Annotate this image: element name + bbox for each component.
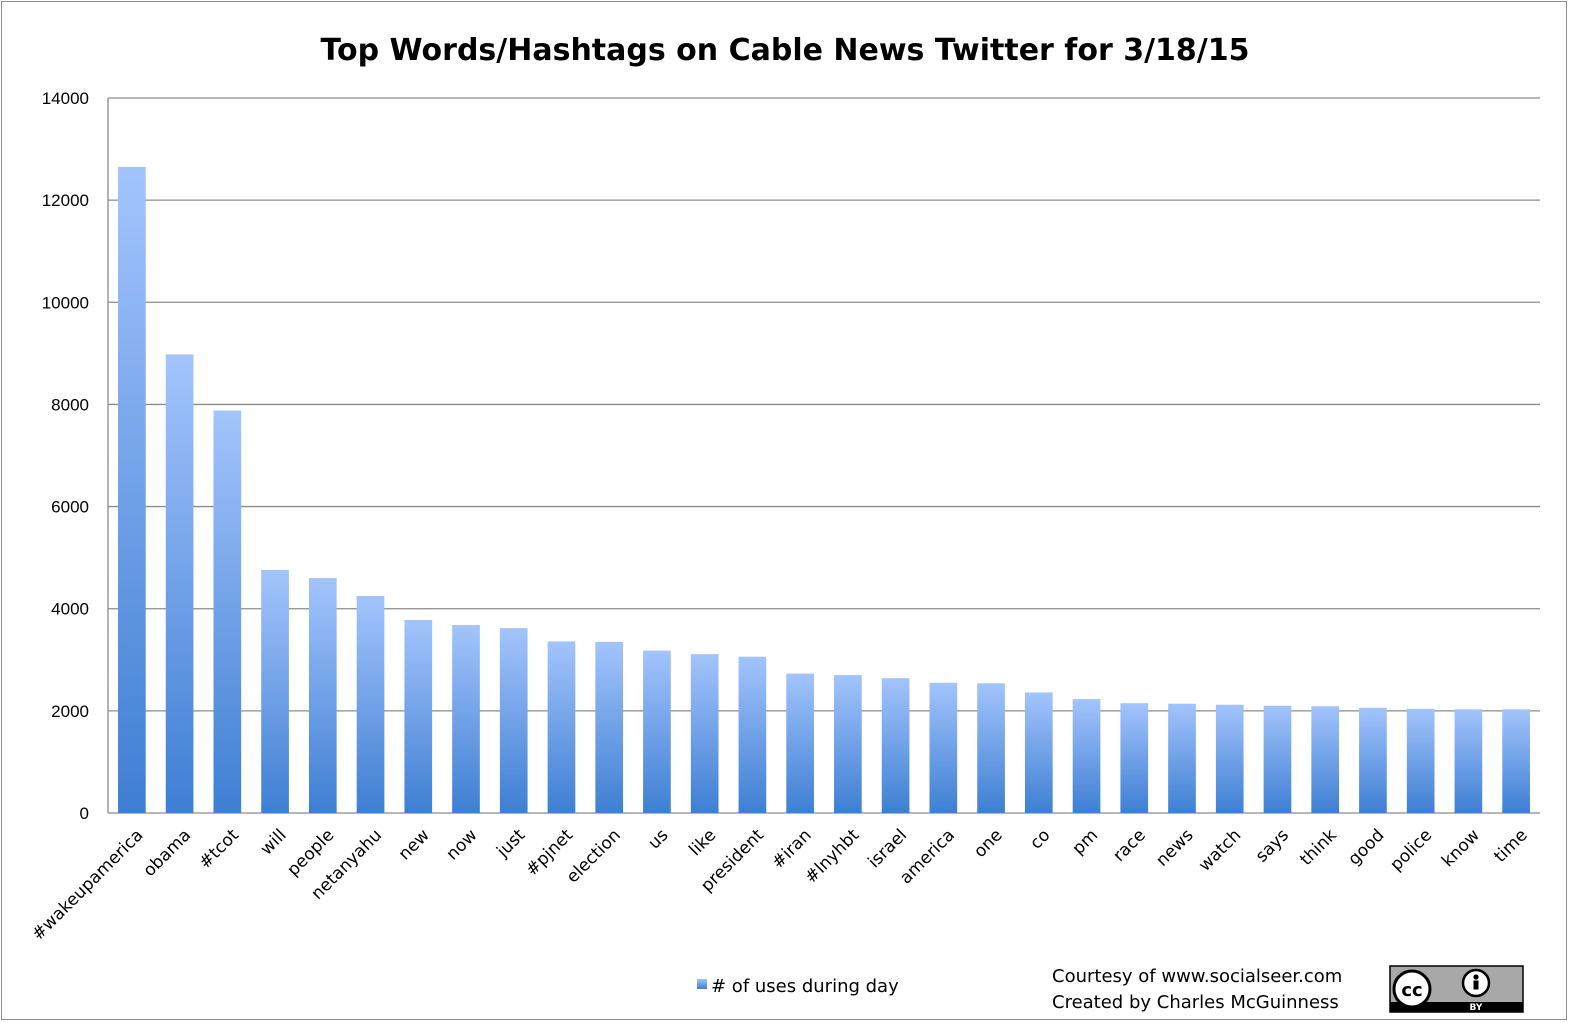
bar-people: [308, 578, 337, 813]
x-tick-label: race: [1109, 825, 1149, 865]
bar-election: [595, 641, 624, 813]
bar-will: [261, 569, 289, 813]
bar-think: [1311, 706, 1340, 813]
x-tick-label: like: [685, 825, 720, 860]
bar-one: [977, 683, 1005, 813]
y-tick-label: 0: [80, 804, 89, 823]
x-tick-label: says: [1252, 825, 1293, 866]
bar-time: [1502, 709, 1530, 813]
legend-swatch: [697, 979, 707, 989]
creative-commons-by-icon: cc BY: [1389, 965, 1524, 1013]
bar-like: [690, 654, 719, 813]
x-tick-label: #wakeupamerica: [28, 825, 147, 944]
legend: # of uses during day: [697, 976, 899, 997]
x-tick-label: time: [1490, 825, 1531, 866]
y-tick-label: 2000: [51, 702, 89, 721]
bar-lnyhbt: [834, 675, 862, 813]
bar-watch: [1215, 704, 1244, 813]
created-by-text: Created by Charles McGuinness: [1052, 992, 1339, 1013]
bar-new: [404, 619, 433, 813]
chart-title: Top Words/Hashtags on Cable News Twitter…: [321, 33, 1250, 68]
bar-good: [1359, 707, 1387, 813]
bar-tcot: [213, 410, 242, 813]
bar-pjnet: [547, 641, 576, 813]
bar-police: [1406, 708, 1435, 813]
x-tick-label: pm: [1069, 825, 1102, 858]
x-tick-label: news: [1152, 825, 1197, 870]
y-tick-label: 10000: [42, 293, 89, 312]
x-tick-label: us: [644, 825, 672, 853]
x-tick-label: just: [492, 825, 529, 862]
x-tick-label: one: [970, 825, 1007, 862]
bar-israel: [881, 678, 910, 813]
x-tick-label: obama: [140, 825, 196, 881]
x-tick-label: #tcot: [195, 825, 243, 873]
cc-label: cc: [1401, 980, 1422, 1001]
x-tick-label: know: [1438, 825, 1484, 871]
y-tick-label: 4000: [51, 600, 89, 619]
bar-obama: [165, 354, 194, 813]
x-tick-label: watch: [1195, 825, 1245, 875]
bar-says: [1263, 705, 1292, 813]
y-tick-label: 14000: [42, 89, 89, 108]
x-tick-label: good: [1344, 825, 1388, 869]
by-label: BY: [1470, 1003, 1483, 1013]
bar-race: [1120, 703, 1149, 813]
y-axis-ticks: 0 2000 4000 6000 8000 10000 12000 14000: [42, 89, 89, 823]
y-tick-label: 6000: [51, 498, 89, 517]
x-tick-label: will: [257, 825, 291, 859]
bar-iran: [786, 673, 814, 813]
y-tick-label: 8000: [51, 395, 89, 414]
bar-us: [643, 650, 671, 813]
bar-know: [1454, 709, 1483, 813]
bar-netanyahu: [356, 595, 385, 813]
bar-wakeupamerica: [118, 166, 146, 814]
x-tick-label: new: [395, 825, 434, 864]
x-tick-label: co: [1026, 825, 1054, 853]
x-tick-label: now: [443, 825, 482, 864]
bar-president: [738, 656, 767, 813]
courtesy-text: Courtesy of www.socialseer.com: [1052, 966, 1342, 987]
bar-news: [1168, 703, 1196, 813]
y-tick-label: 12000: [42, 191, 89, 210]
bar-just: [499, 628, 528, 813]
gridlines: [107, 97, 1540, 814]
x-tick-label: police: [1386, 825, 1436, 875]
x-tick-label: think: [1296, 825, 1341, 870]
bar-now: [452, 625, 480, 813]
bar-america: [929, 682, 958, 813]
bar-pm: [1072, 699, 1101, 813]
legend-label: # of uses during day: [711, 976, 899, 997]
bars: [118, 166, 1530, 814]
bar-co: [1024, 692, 1053, 813]
